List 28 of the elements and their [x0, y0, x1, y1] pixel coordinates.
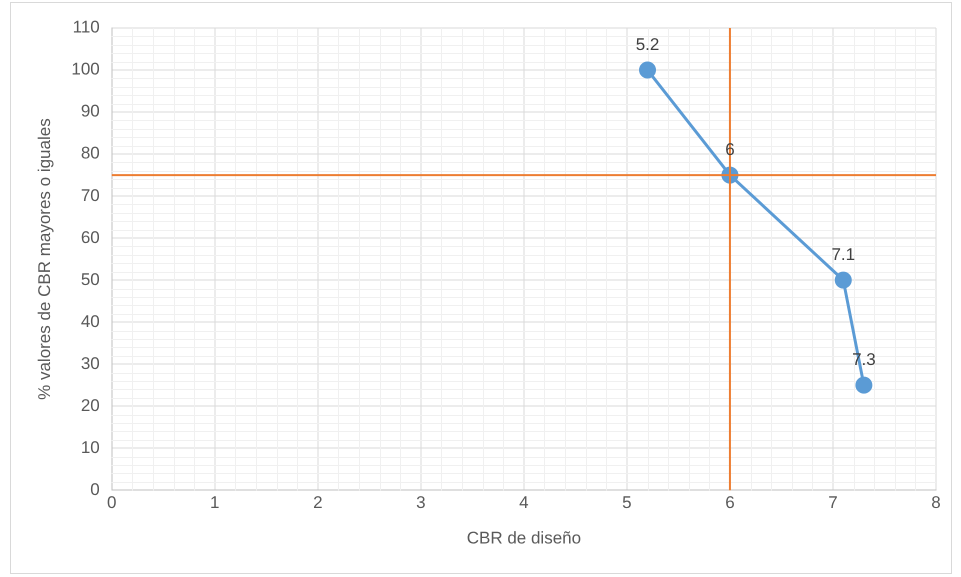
- x-tick-label: 0: [107, 493, 116, 512]
- point: [855, 376, 872, 394]
- y-tick-label: 80: [80, 144, 100, 163]
- y-tick-label: 90: [80, 102, 100, 121]
- annotation: 7.1: [831, 245, 856, 264]
- x-tick-label: 8: [931, 493, 941, 512]
- x-tick-label: 3: [416, 493, 426, 512]
- point: [639, 62, 656, 79]
- y-tick-label: 40: [80, 312, 100, 331]
- y-tick-label: 0: [90, 480, 100, 499]
- point: [834, 272, 852, 289]
- x-tick-label: 1: [210, 493, 220, 512]
- x-axis-title: CBR de diseño: [466, 528, 582, 548]
- annotation: 5.2: [636, 35, 660, 54]
- x-tick-label: 6: [725, 493, 735, 512]
- y-tick-label: 10: [80, 438, 100, 457]
- y-tick-label: 100: [71, 60, 100, 79]
- x-tick-label: 4: [519, 493, 529, 512]
- y-tick-label: 20: [80, 396, 100, 415]
- y-tick-label: 50: [80, 270, 100, 289]
- x-tick-label: 2: [313, 493, 323, 512]
- y-tick-label: 110: [72, 18, 100, 37]
- y-tick-label: 30: [80, 354, 100, 373]
- y-tick-label: 60: [80, 228, 100, 247]
- y-tick-label: 70: [80, 186, 100, 205]
- x-tick-label: 7: [828, 493, 838, 512]
- x-tick-label: 5: [622, 493, 632, 512]
- y-axis-title: % valores de CBR mayores o iguales: [34, 118, 54, 400]
